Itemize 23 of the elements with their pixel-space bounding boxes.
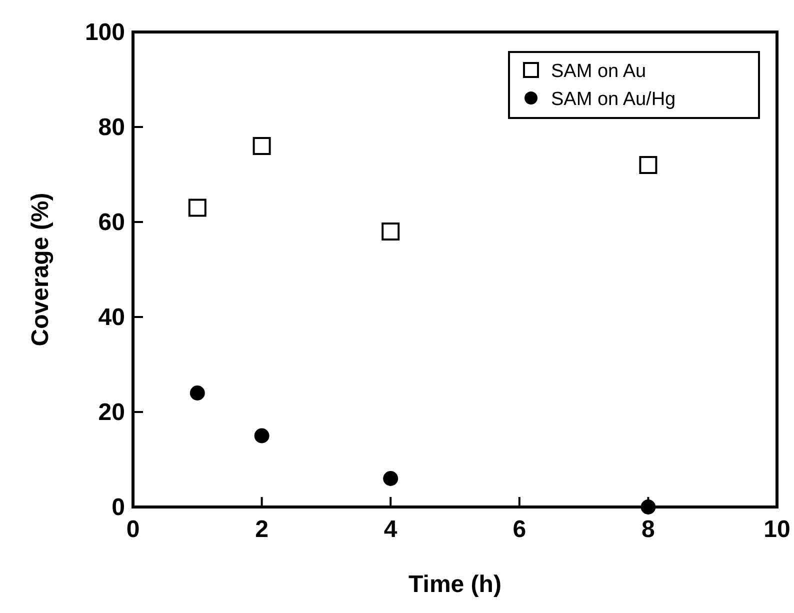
x-tick-label: 8	[642, 516, 655, 543]
point	[252, 137, 271, 155]
x-tick-label: 2	[255, 516, 268, 543]
x-axis-title: Time (h)	[408, 571, 502, 598]
point	[383, 471, 398, 486]
x-tick-label: 10	[764, 516, 790, 543]
point	[382, 222, 400, 240]
point	[640, 500, 656, 514]
y-tick-label: 0	[112, 494, 125, 521]
point	[254, 428, 270, 444]
point	[639, 156, 658, 174]
y-tick-label: 60	[98, 209, 125, 236]
y-tick-label: 20	[98, 399, 125, 426]
point	[188, 198, 206, 217]
point	[190, 386, 205, 400]
y-tick-label: 100	[84, 19, 125, 46]
legend-label: SAM on Au	[551, 61, 646, 82]
y-axis-title: Coverage (%)	[27, 192, 54, 346]
x-tick-label: 4	[384, 516, 398, 543]
legend-label: SAM on Au/Hg	[551, 89, 676, 110]
x-tick-label: 6	[512, 516, 526, 543]
y-tick-label: 40	[98, 304, 125, 331]
y-tick-label: 80	[98, 114, 125, 141]
